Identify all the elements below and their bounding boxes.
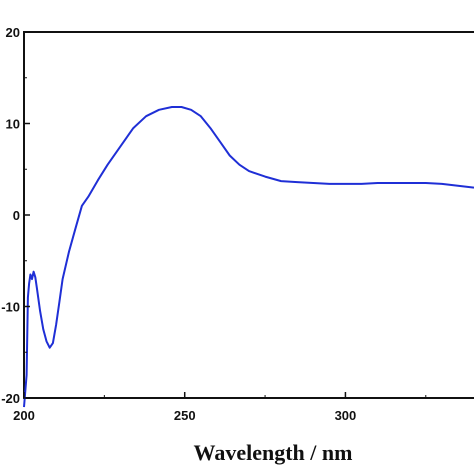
x-axis: 200 250 300 bbox=[13, 392, 427, 423]
x-axis-label: Wavelength / nm bbox=[194, 440, 353, 465]
y-axis: 20 10 0 -10 -20 bbox=[1, 25, 30, 406]
y-tick-label-3: -10 bbox=[1, 300, 20, 315]
y-tick-label-4: -20 bbox=[1, 391, 20, 406]
x-tick-label-1: 250 bbox=[174, 408, 196, 423]
y-tick-label-2: 0 bbox=[13, 208, 20, 223]
plot-area bbox=[23, 31, 474, 399]
series-layer bbox=[23, 106, 474, 408]
x-tick-label-0: 200 bbox=[13, 408, 35, 423]
x-tick-label-2: 300 bbox=[335, 408, 357, 423]
series-line-0 bbox=[23, 106, 474, 408]
y-tick-label-1: 10 bbox=[6, 117, 20, 132]
plot-frame bbox=[23, 31, 474, 399]
y-tick-label-0: 20 bbox=[6, 25, 20, 40]
